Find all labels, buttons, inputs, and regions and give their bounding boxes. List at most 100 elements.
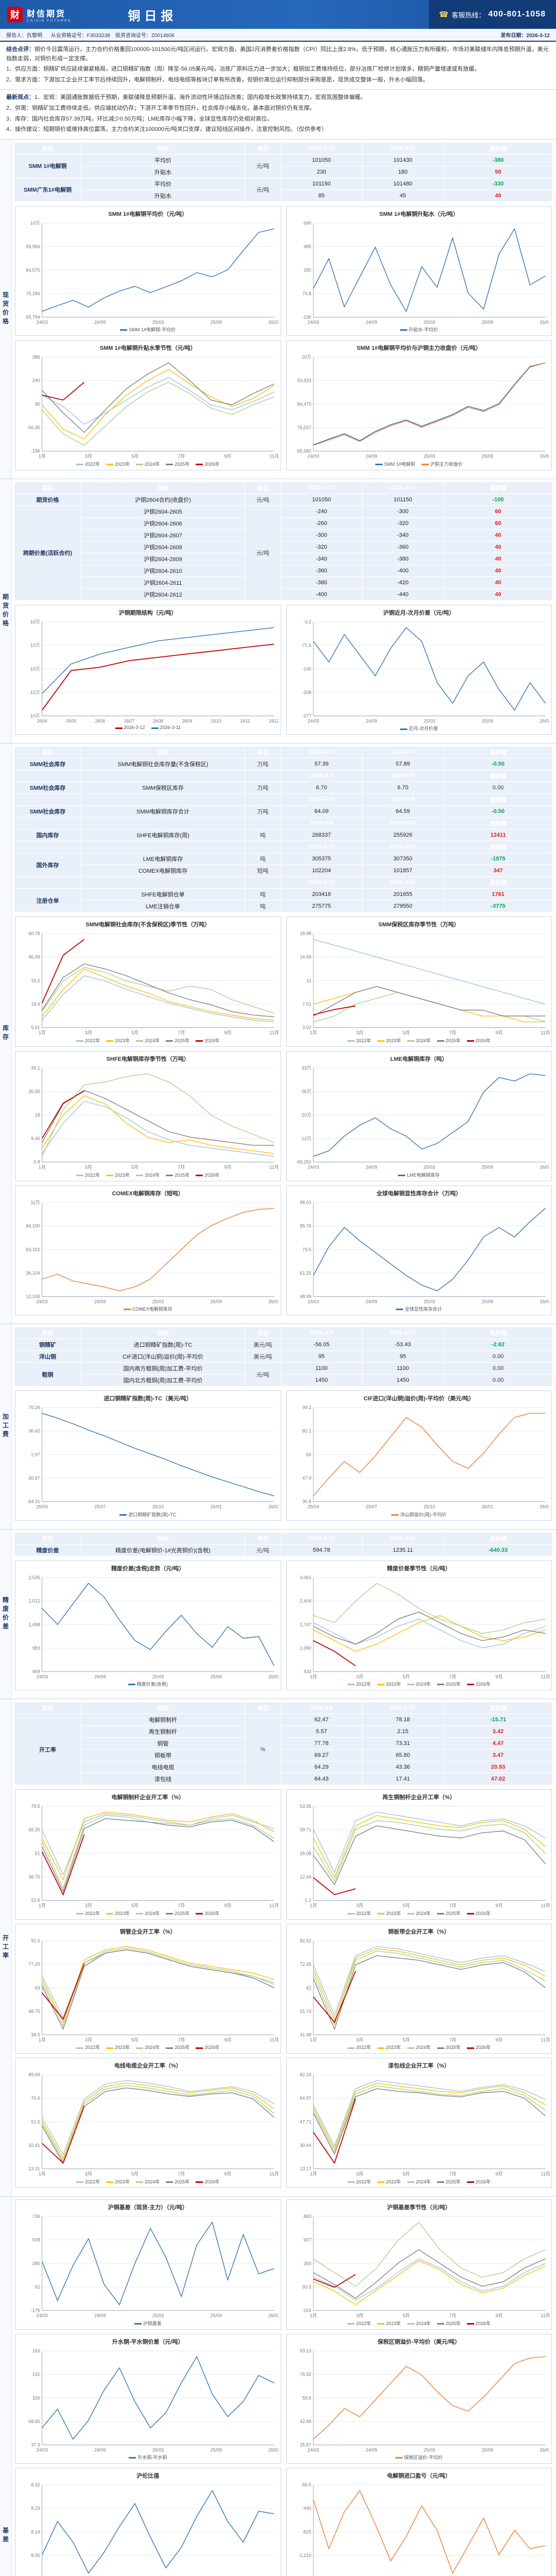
legend-item: 2022年 bbox=[76, 1172, 100, 1178]
svg-text:85.76: 85.76 bbox=[300, 1223, 311, 1228]
table-cell: 43.36 bbox=[362, 1761, 444, 1774]
svg-text:-3.2: -3.2 bbox=[303, 619, 311, 624]
phone-icon: ☎ bbox=[439, 10, 449, 19]
table-cell: 吨 bbox=[245, 829, 281, 842]
svg-text:-1,210: -1,210 bbox=[298, 2553, 311, 2558]
table-cell: 美元/吨 bbox=[245, 1338, 281, 1351]
svg-text:30.44: 30.44 bbox=[300, 2143, 311, 2148]
table-cell: -340 bbox=[362, 529, 444, 541]
table-header-cell: 2026-3-6 bbox=[281, 817, 362, 830]
table-cell: 60 bbox=[443, 505, 553, 518]
table-cell: 洋山铜 bbox=[14, 1350, 81, 1363]
legend-item: 2022年 bbox=[347, 2320, 371, 2327]
chart-canvas: -130 74.8 280 485 690 24/03 24/09 25/03 25/09 26/… bbox=[302, 221, 549, 325]
svg-text:25/10: 25/10 bbox=[152, 1504, 164, 1510]
table-header-cell bbox=[81, 876, 245, 889]
svg-text:5月: 5月 bbox=[403, 2313, 410, 2318]
table-cell: 203416 bbox=[281, 888, 362, 901]
svg-text:25/09: 25/09 bbox=[211, 2447, 222, 2452]
svg-text:24/03: 24/03 bbox=[307, 2447, 319, 2452]
chart-legend: 2022年 2023年 2024年 2025年 2026年 bbox=[289, 1909, 550, 1919]
table-cell: 347 bbox=[443, 865, 553, 877]
table-cell: 40 bbox=[443, 552, 553, 565]
table-header-cell: 2026-3-9 bbox=[362, 746, 444, 759]
svg-text:1月: 1月 bbox=[39, 1030, 46, 1036]
svg-text:51.74: 51.74 bbox=[300, 2009, 311, 2014]
svg-text:1月: 1月 bbox=[309, 2172, 317, 2177]
table-cell: 国内南方粗铜(周)加工费-平均价 bbox=[81, 1362, 245, 1375]
chart-global-inventory: 全球电解铜显性库存合计（万吨） 48.99 61.25 73.5 85.76 98.01 2… bbox=[286, 1185, 552, 1316]
section-inventory: 库存 类别 指标 单位 2026-3-12 2026-3-9 涨跌幅 SMM社会库存 SMM电… bbox=[0, 743, 556, 1325]
table-row: SMM社会库存 SMM电解铜库存合计 万吨 64.09 64.59 -0.50 bbox=[14, 805, 553, 818]
table-row: 国内库存 SHFE电解铜库存(周) 吨 268337 255926 12411 bbox=[14, 829, 553, 842]
svg-text:93,966: 93,966 bbox=[26, 244, 40, 249]
chart-canvas: 0.9 9.45 18 26.55 35.1 1月 3月 5月 7月 9月 11月 bbox=[28, 1065, 278, 1170]
svg-text:5月: 5月 bbox=[403, 1030, 410, 1036]
table-cell: SHFE电解铜库存(周) bbox=[81, 829, 245, 842]
chart-bonded-premium: 保税区铜溢价-平均价（美元/吨） 25.87 42.68 59.5 76.32 93.13… bbox=[286, 2333, 552, 2464]
table-cell: SMM社会库存 bbox=[14, 758, 81, 771]
chart-canvas: 13.31 32.41 51.5 70.6 89.69 1月 3月 5月 7月 9月 11月 bbox=[28, 2072, 278, 2177]
table-cell: 1235.11 bbox=[362, 1544, 444, 1556]
svg-text:24/03: 24/03 bbox=[37, 2313, 48, 2318]
legend-item: 2024年 bbox=[136, 1910, 160, 1917]
svg-text:9月: 9月 bbox=[224, 2037, 231, 2042]
svg-text:26/03: 26/03 bbox=[540, 1165, 549, 1170]
chart-recycle-rod-operating-rate: 再生铜制杆企业开工率（%） -1.2 12.44 26.08 39.71 53.35 1月 3… bbox=[286, 1789, 552, 1920]
svg-text:34.5: 34.5 bbox=[31, 2032, 40, 2037]
chart-legend: 2022年 2023年 2024年 2025年 2026年 bbox=[289, 1036, 550, 1046]
svg-text:11月: 11月 bbox=[269, 1030, 278, 1036]
svg-text:2,404: 2,404 bbox=[300, 1598, 311, 1603]
table-row: 沪铜2604-2610 -360 -400 40 bbox=[14, 564, 553, 577]
processing-charts: 进口铜精矿指数(周)-TC（美元/吨） -64.31 -30.67 2.97 36.62… bbox=[14, 1389, 553, 1525]
chart-canvas: 30.8 47.9 65 82.1 99.2 25/04 25/07 25/10 26/01 26… bbox=[302, 1405, 549, 1510]
svg-text:46.99: 46.99 bbox=[28, 955, 40, 960]
table-cell: -3775 bbox=[443, 900, 553, 913]
legend-item: 2025年 bbox=[437, 2320, 461, 2327]
table-header-cell: 2026-3-12 bbox=[281, 481, 362, 494]
chart-bonded-inventory: SMM保税区库存季节性（万吨） 3.02 7.01 11 14.99 18.98 1月 3月 5… bbox=[286, 917, 552, 1047]
svg-text:-50.35: -50.35 bbox=[27, 425, 40, 430]
table-header-cell: 类别 bbox=[14, 1532, 81, 1545]
svg-text:433: 433 bbox=[303, 1669, 311, 1674]
svg-text:3月: 3月 bbox=[85, 2172, 92, 2177]
table-cell: -0.50 bbox=[443, 758, 553, 771]
legend-item: 2026年 bbox=[196, 2178, 219, 2185]
svg-text:25/03: 25/03 bbox=[152, 1674, 164, 1679]
svg-text:9月: 9月 bbox=[495, 2037, 502, 2042]
table-row: COMEX电解铜库存 短吨 102204 101857 347 bbox=[14, 865, 553, 877]
svg-text:65.25: 65.25 bbox=[28, 1827, 40, 1833]
svg-text:3月: 3月 bbox=[85, 1165, 92, 1170]
chart-legend: SMM 1#电解铜-平均价 bbox=[18, 325, 279, 335]
svg-text:24/03: 24/03 bbox=[37, 1674, 48, 1679]
table-header-cell: 涨跌幅 bbox=[443, 817, 553, 830]
chart-title: SMM保税区库存季节性（万吨） bbox=[378, 922, 460, 928]
section-futures: 期货价格 类别 指标 单位 2026-3-12 2026-3-11 涨跌幅 期货价格 沪铜26… bbox=[0, 479, 556, 744]
chart-canvas: 3.02 7.01 11 14.99 18.98 1月 3月 5月 7月 9月 11月 bbox=[300, 931, 549, 1036]
svg-text:5月: 5月 bbox=[131, 1165, 138, 1170]
page-title: 铜日报 bbox=[128, 9, 178, 23]
table-cell: -2.62 bbox=[443, 1338, 553, 1351]
legend-item: 2025年 bbox=[166, 1172, 189, 1178]
chart-legend: 近月-次月价差 bbox=[289, 724, 550, 734]
table-cell: 40 bbox=[443, 529, 553, 541]
svg-text:51: 51 bbox=[35, 1851, 40, 1856]
svg-text:-1.2: -1.2 bbox=[303, 1898, 311, 1903]
views-point: 4．操作建议：短期铜价或维持高位震荡，主力合约关注100000元/吨关口支撑，建… bbox=[6, 126, 327, 133]
table-cell: 20.93 bbox=[443, 1761, 553, 1774]
svg-text:25/03: 25/03 bbox=[423, 319, 435, 325]
table-header-cell: 2026-3-6 bbox=[281, 1702, 362, 1715]
table-cell: 40 bbox=[443, 576, 553, 589]
legend-item: 2025年 bbox=[166, 2178, 189, 2185]
chart-title: SMM 1#电解铜平均价（元/吨） bbox=[108, 211, 188, 217]
svg-text:99.2: 99.2 bbox=[302, 1405, 311, 1410]
svg-text:9月: 9月 bbox=[495, 1903, 502, 1908]
table-cell: 45 bbox=[362, 189, 444, 202]
svg-text:-55.5: -55.5 bbox=[301, 2482, 311, 2487]
views-point: 3．库存：国内社会库存57.39万吨，环比减少0.50万吨；LME库存小幅下降，… bbox=[6, 115, 273, 122]
svg-text:93,923: 93,923 bbox=[297, 378, 311, 383]
table-cell: 元/吨 bbox=[245, 493, 281, 506]
table-cell: 元/吨 bbox=[245, 177, 281, 202]
table-header-cell: 指标 bbox=[81, 746, 245, 759]
legend-item: 2026年 bbox=[196, 461, 219, 467]
